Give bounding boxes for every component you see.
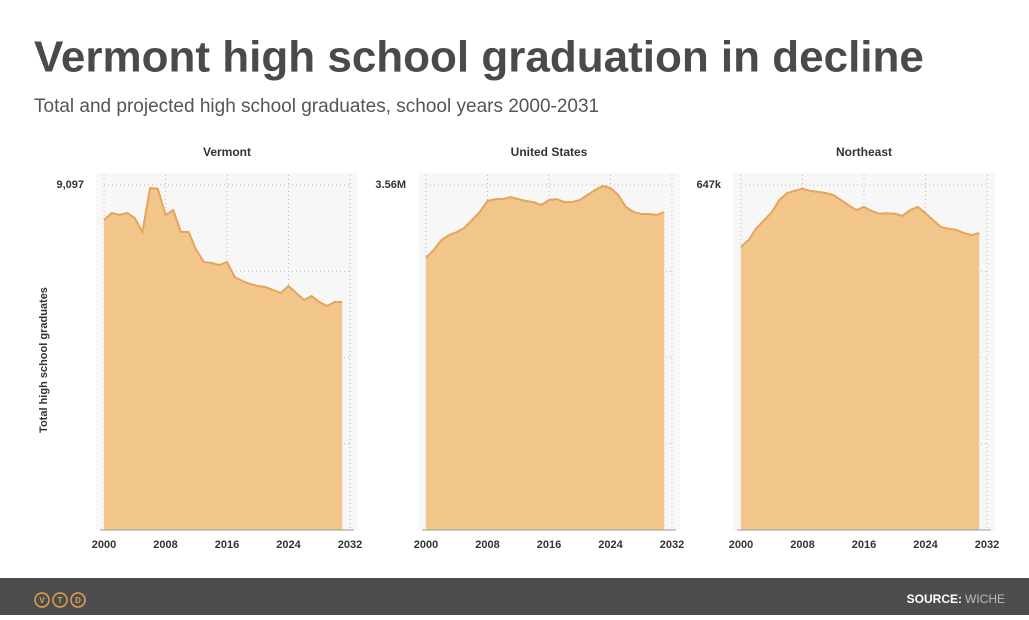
x-tick-label: 2008: [475, 539, 499, 551]
logo-ring: [70, 592, 86, 608]
source-label: SOURCE:: [907, 592, 962, 606]
x-tick-label: 2016: [852, 539, 876, 551]
x-tick-label: 2000: [414, 539, 438, 551]
area-line: [103, 186, 343, 308]
y-tick-label: 3.56M: [375, 179, 406, 191]
y-tick-label: 9,097: [56, 179, 84, 191]
x-tick-label: 2008: [790, 539, 814, 551]
x-tick-label: 2032: [338, 539, 362, 551]
source: WICHE: [965, 592, 1005, 606]
x-tick-label: 2024: [598, 539, 623, 551]
area-fill: [426, 186, 665, 530]
panel-title: Northeast: [836, 145, 892, 159]
x-tick-label: 2024: [913, 539, 938, 551]
logo-letter: T: [58, 596, 63, 605]
area-line: [425, 184, 665, 259]
x-tick-label: 2024: [276, 539, 301, 551]
logo: V T D: [34, 592, 86, 608]
logo-ring: [52, 592, 68, 608]
y-tick-label: 647k: [697, 179, 722, 191]
logo-letter: V: [39, 596, 45, 605]
subtitle: Total and projected high school graduate…: [34, 96, 599, 117]
x-tick-label: 2016: [215, 539, 239, 551]
panel-title: United States: [511, 145, 588, 159]
title: Vermont high school graduation in declin…: [34, 33, 924, 82]
x-tick-label: 2016: [537, 539, 561, 551]
x-tick-label: 2032: [660, 539, 684, 551]
y-axis-label: Total high school graduates: [38, 287, 50, 433]
x-tick-label: 2000: [92, 539, 116, 551]
panel-title: Vermont: [203, 145, 251, 159]
logo-letter: D: [75, 596, 81, 605]
area-fill: [741, 188, 980, 530]
area-line: [740, 187, 980, 248]
area-fill: [104, 188, 343, 530]
x-tick-label: 2008: [153, 539, 177, 551]
footer-bar: [0, 578, 1029, 615]
logo-ring: [34, 592, 50, 608]
x-tick-label: 2032: [975, 539, 999, 551]
x-tick-label: 2000: [729, 539, 753, 551]
